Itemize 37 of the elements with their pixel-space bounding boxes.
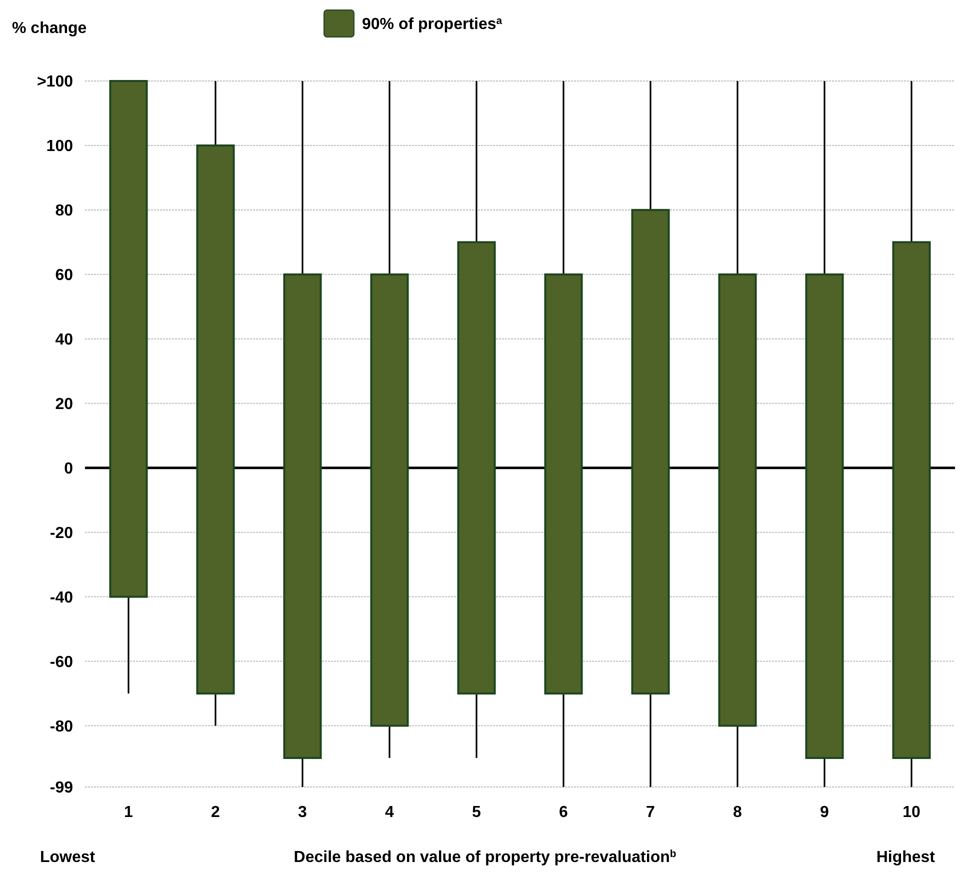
x-tick-label: 8 [733,804,742,821]
y-tick-label: 20 [55,396,74,413]
text: Highest [876,849,936,866]
x-tick-label: 3 [298,804,308,821]
y-tick-label: 40 [55,332,74,348]
bar [457,241,496,695]
y-tick-label: -40 [50,589,74,606]
y-tick-label: 0 [64,460,74,478]
bar [805,273,844,759]
bar [370,273,409,727]
bar [892,241,931,759]
bar [109,80,148,598]
y-tick-label: -60 [50,654,74,671]
y-tick-label: 60 [55,267,74,284]
x-tick-label: 9 [820,804,830,821]
x-tick-label: 10 [902,804,920,821]
text: Lowest [40,849,96,866]
bar [718,273,757,727]
x-tick-label: 5 [472,804,482,821]
bar [631,208,670,695]
y-tick-label: 80 [55,202,74,220]
y-tick-label: >100 [36,74,74,91]
bar [196,144,235,695]
x-axis-title: Decile based on value of property pre-revaluation$^{b}$ [294,848,676,866]
y-tick-label: -80 [50,718,74,736]
y-axis-title: % change [12,20,87,37]
legend-label: 90% of properties$^{a}$ [362,16,502,33]
x-tick-label: 2 [211,804,220,821]
x-tick-label: 7 [646,804,656,821]
y-tick-label: 100 [46,138,74,156]
y-tick-label: -99 [50,780,74,797]
y-tick-label: -20 [50,524,74,542]
x-tick-label: 4 [385,804,394,821]
bar [544,273,583,695]
bar [283,273,322,759]
x-tick-label: 6 [559,804,568,821]
x-tick-label: 1 [124,804,134,821]
